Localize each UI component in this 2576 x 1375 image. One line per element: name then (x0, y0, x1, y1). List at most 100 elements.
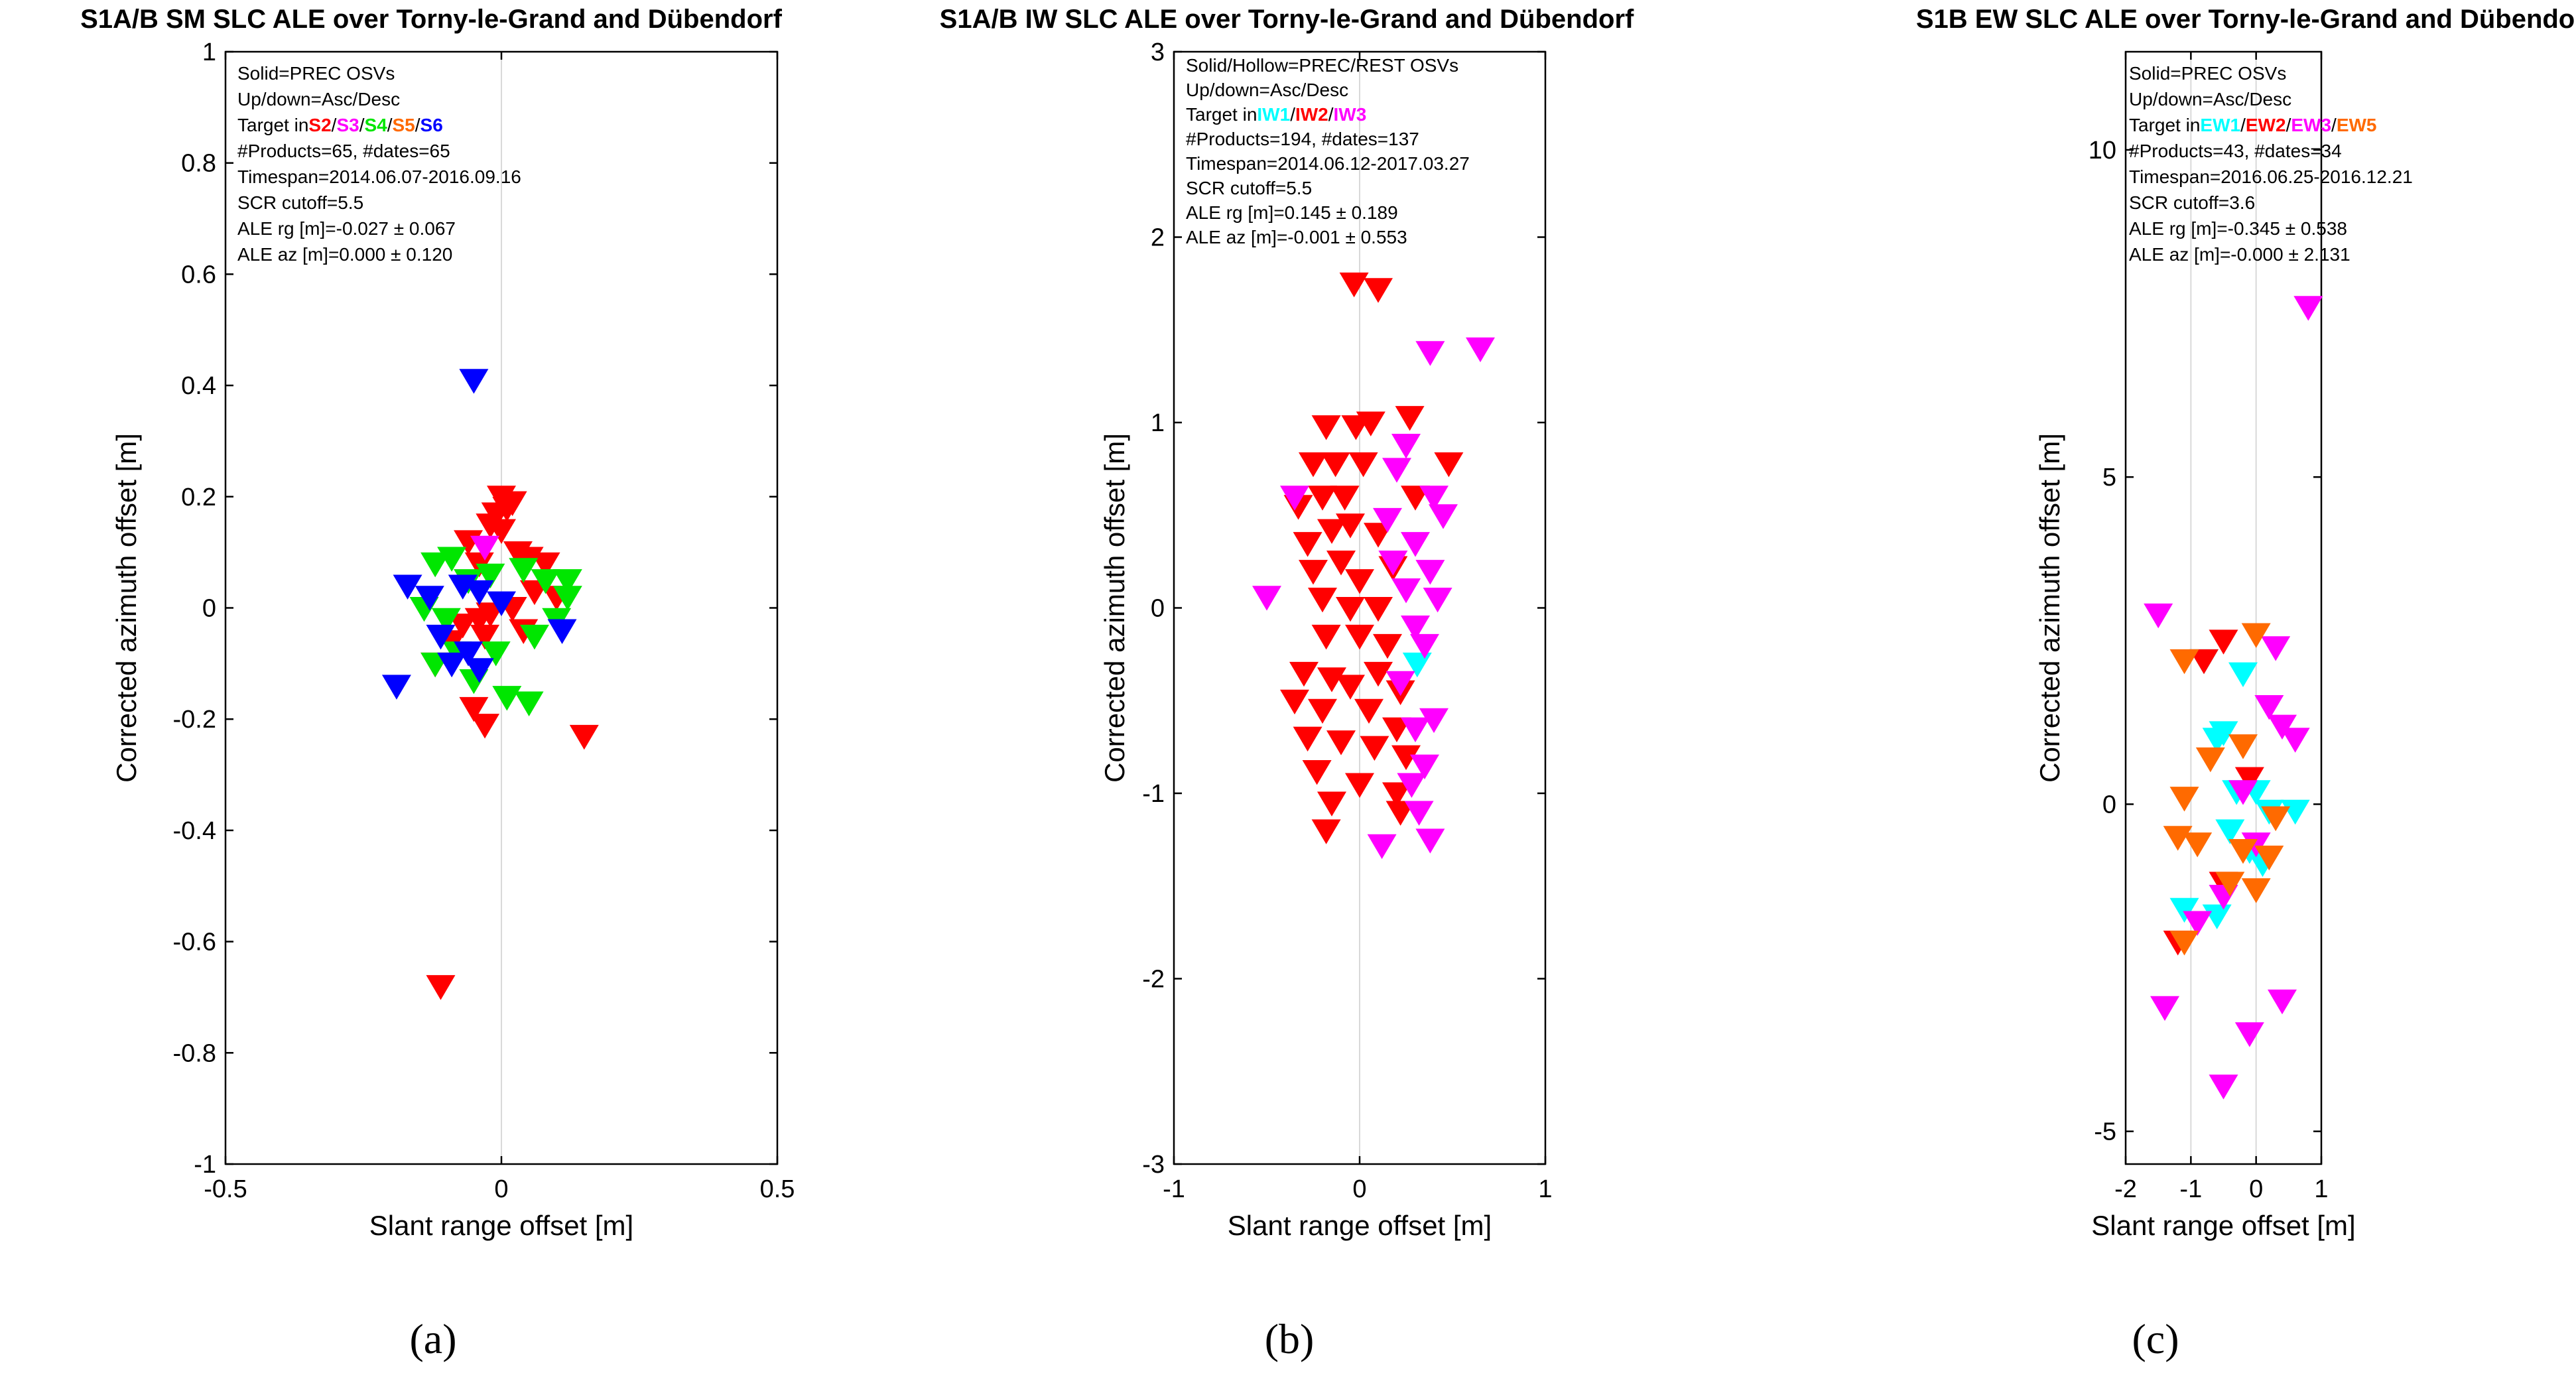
data-point-iw2 (1339, 272, 1369, 298)
data-point-iw2 (1302, 759, 1332, 785)
legend-target-iw2: IW2 (1295, 104, 1328, 125)
data-point-s2 (487, 519, 516, 545)
y-tick-label: 0.6 (181, 261, 216, 289)
data-point-iw3 (1423, 588, 1452, 613)
legend-target-ew3: EW3 (2291, 115, 2331, 135)
y-tick-label: -0.4 (173, 817, 216, 845)
data-point-s4 (481, 641, 511, 667)
y-tick-label: -1 (1142, 780, 1165, 808)
data-point-s4 (552, 569, 582, 594)
data-point-ew5 (2241, 623, 2271, 648)
data-point-iw2 (1336, 675, 1365, 700)
data-point-iw2 (1299, 560, 1328, 585)
data-point-s2 (426, 975, 456, 1000)
data-point-iw2 (1293, 532, 1322, 557)
legend-line: ALE rg [m]=-0.345 ± 0.538 (2129, 218, 2347, 239)
data-point-iw2 (1317, 667, 1346, 692)
data-point-s6 (464, 658, 494, 683)
data-point-iw2 (1382, 717, 1411, 743)
data-point-iw2 (1345, 624, 1374, 650)
data-point-s6 (415, 586, 444, 611)
y-tick-label: 0 (2102, 791, 2116, 818)
x-tick-label: 0.5 (760, 1175, 795, 1203)
legend-separator: / (2240, 115, 2246, 135)
y-tick-label: -3 (1142, 1151, 1165, 1179)
data-point-ew5 (2169, 787, 2199, 812)
data-point-iw2 (1308, 486, 1337, 511)
data-point-s4 (437, 547, 467, 572)
data-point-ew5 (2241, 878, 2271, 903)
x-tick-label: -0.5 (204, 1175, 247, 1203)
legend-separator: / (332, 115, 337, 135)
data-point-ew5 (2169, 931, 2199, 956)
y-tick-label: 5 (2102, 464, 2116, 491)
data-point-iw2 (1311, 415, 1341, 440)
data-point-iw2 (1280, 689, 1309, 715)
data-point-iw3 (1280, 486, 1309, 511)
legend-target-iw3: IW3 (1334, 104, 1367, 125)
data-point-s6 (487, 591, 516, 617)
data-point-ew5 (2228, 838, 2258, 864)
data-point-ew5 (2183, 832, 2213, 858)
data-point-ew5 (2195, 747, 2225, 773)
legend-line: Timespan=2016.06.25-2016.12.21 (2129, 166, 2413, 187)
data-point-iw3 (1367, 834, 1397, 860)
data-point-iw3 (1382, 458, 1411, 483)
data-point-iw3 (1415, 828, 1445, 854)
data-point-ew3 (2228, 780, 2258, 805)
legend-separator: / (1290, 104, 1295, 125)
data-point-iw2 (1354, 698, 1384, 724)
y-tick-label: 0 (202, 595, 216, 623)
series-s3 (470, 535, 500, 561)
data-point-iw2 (1311, 624, 1341, 650)
legend-line: #Products=43, #dates=34 (2129, 141, 2342, 161)
chart-panel-3: S1B EW SLC ALE over Torny-le-Grand and D… (1916, 5, 2576, 1362)
legend-target-s2: S2 (308, 115, 331, 135)
y-tick-label: -2 (1142, 966, 1165, 994)
legend-line: ALE az [m]=0.000 ± 0.120 (237, 244, 452, 265)
data-point-s6 (437, 652, 467, 678)
data-point-iw3 (1391, 578, 1421, 604)
data-point-s6 (426, 624, 456, 650)
series-s6 (381, 369, 577, 700)
data-point-ew5 (2261, 806, 2291, 832)
data-point-ew2 (2234, 767, 2264, 792)
data-point-iw3 (1429, 504, 1458, 529)
legend-target-s6: S6 (420, 115, 443, 135)
legend-separator: / (2331, 115, 2337, 135)
data-point-s2 (569, 724, 599, 750)
legend-line: ALE rg [m]=0.145 ± 0.189 (1186, 202, 1398, 223)
legend-line: #Products=194, #dates=137 (1186, 129, 1419, 149)
data-point-iw2 (1345, 773, 1374, 798)
data-point-iw2 (1364, 597, 1393, 622)
legend-line: Target inIW1/IW2/IW3 (1186, 104, 1366, 125)
data-point-ew1 (2202, 728, 2232, 753)
x-tick-label: -2 (2114, 1175, 2137, 1203)
y-axis-label: Corrected azimuth offset [m] (111, 433, 142, 783)
y-tick-label: 0.2 (181, 484, 216, 511)
legend-line: SCR cutoff=5.5 (1186, 178, 1312, 198)
data-point-s2 (497, 491, 527, 517)
x-tick-label: 1 (1538, 1175, 1552, 1203)
data-point-iw2 (1356, 411, 1385, 436)
data-point-iw3 (1373, 507, 1402, 533)
y-tick-label: 0 (1151, 595, 1165, 623)
data-point-s6 (381, 675, 411, 700)
data-point-ew3 (2209, 1075, 2238, 1100)
data-point-s2 (459, 696, 489, 722)
legend-line: ALE az [m]=-0.001 ± 0.553 (1186, 227, 1407, 247)
data-point-iw3 (1378, 551, 1408, 576)
data-point-iw2 (1320, 452, 1350, 478)
legend-line: Timespan=2014.06.12-2017.03.27 (1186, 153, 1470, 174)
legend-line: Solid/Hollow=PREC/REST OSVs (1186, 55, 1458, 76)
chart-title: S1B EW SLC ALE over Torny-le-Grand and D… (1916, 5, 2576, 34)
chart-panel-1: S1A/B SM SLC ALE over Torny-le-Grand and… (80, 5, 795, 1362)
y-tick-label: 1 (202, 38, 216, 66)
data-point-iw2 (1317, 519, 1346, 545)
data-point-s6 (459, 369, 489, 394)
data-point-s4 (514, 691, 544, 716)
series-ew3 (2144, 296, 2323, 1100)
y-tick-label: -1 (194, 1151, 216, 1179)
x-tick-label: 1 (2314, 1175, 2328, 1203)
legend-line: Timespan=2014.06.07-2016.09.16 (237, 166, 521, 187)
